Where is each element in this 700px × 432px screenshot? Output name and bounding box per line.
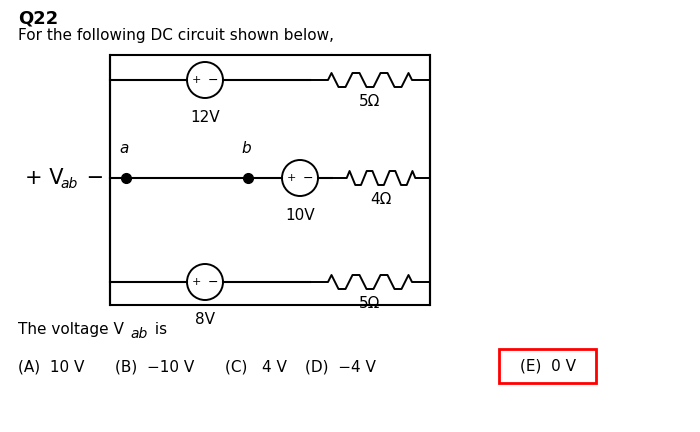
Text: −: − [303, 172, 314, 184]
Text: (A)  10 V: (A) 10 V [18, 360, 85, 375]
Text: (C)   4 V: (C) 4 V [225, 360, 287, 375]
Text: a: a [119, 141, 129, 156]
Text: +: + [193, 277, 202, 287]
Text: 8V: 8V [195, 312, 215, 327]
Text: (E)  0 V: (E) 0 V [519, 359, 575, 374]
Text: For the following DC circuit shown below,: For the following DC circuit shown below… [18, 28, 334, 43]
Text: Q22: Q22 [18, 10, 58, 28]
Text: 10V: 10V [285, 208, 315, 223]
Text: ab: ab [60, 177, 77, 191]
Bar [110, 55, 430, 305]
Text: −: − [208, 276, 218, 289]
Text: ab: ab [130, 327, 147, 341]
Text: 5Ω: 5Ω [359, 296, 381, 311]
Text: +: + [287, 173, 297, 183]
Text: 4Ω: 4Ω [370, 192, 392, 207]
Text: 12V: 12V [190, 110, 220, 125]
Text: (D)  −4 V: (D) −4 V [305, 360, 376, 375]
Text: is: is [150, 322, 167, 337]
Text: The voltage V: The voltage V [18, 322, 124, 337]
Text: b: b [241, 141, 251, 156]
Text: (B)  −10 V: (B) −10 V [115, 360, 195, 375]
Text: + V: + V [25, 168, 64, 188]
Text: −: − [208, 73, 218, 86]
Text: 5Ω: 5Ω [359, 94, 381, 109]
Text: +: + [193, 75, 202, 85]
Text: −: − [80, 168, 104, 188]
